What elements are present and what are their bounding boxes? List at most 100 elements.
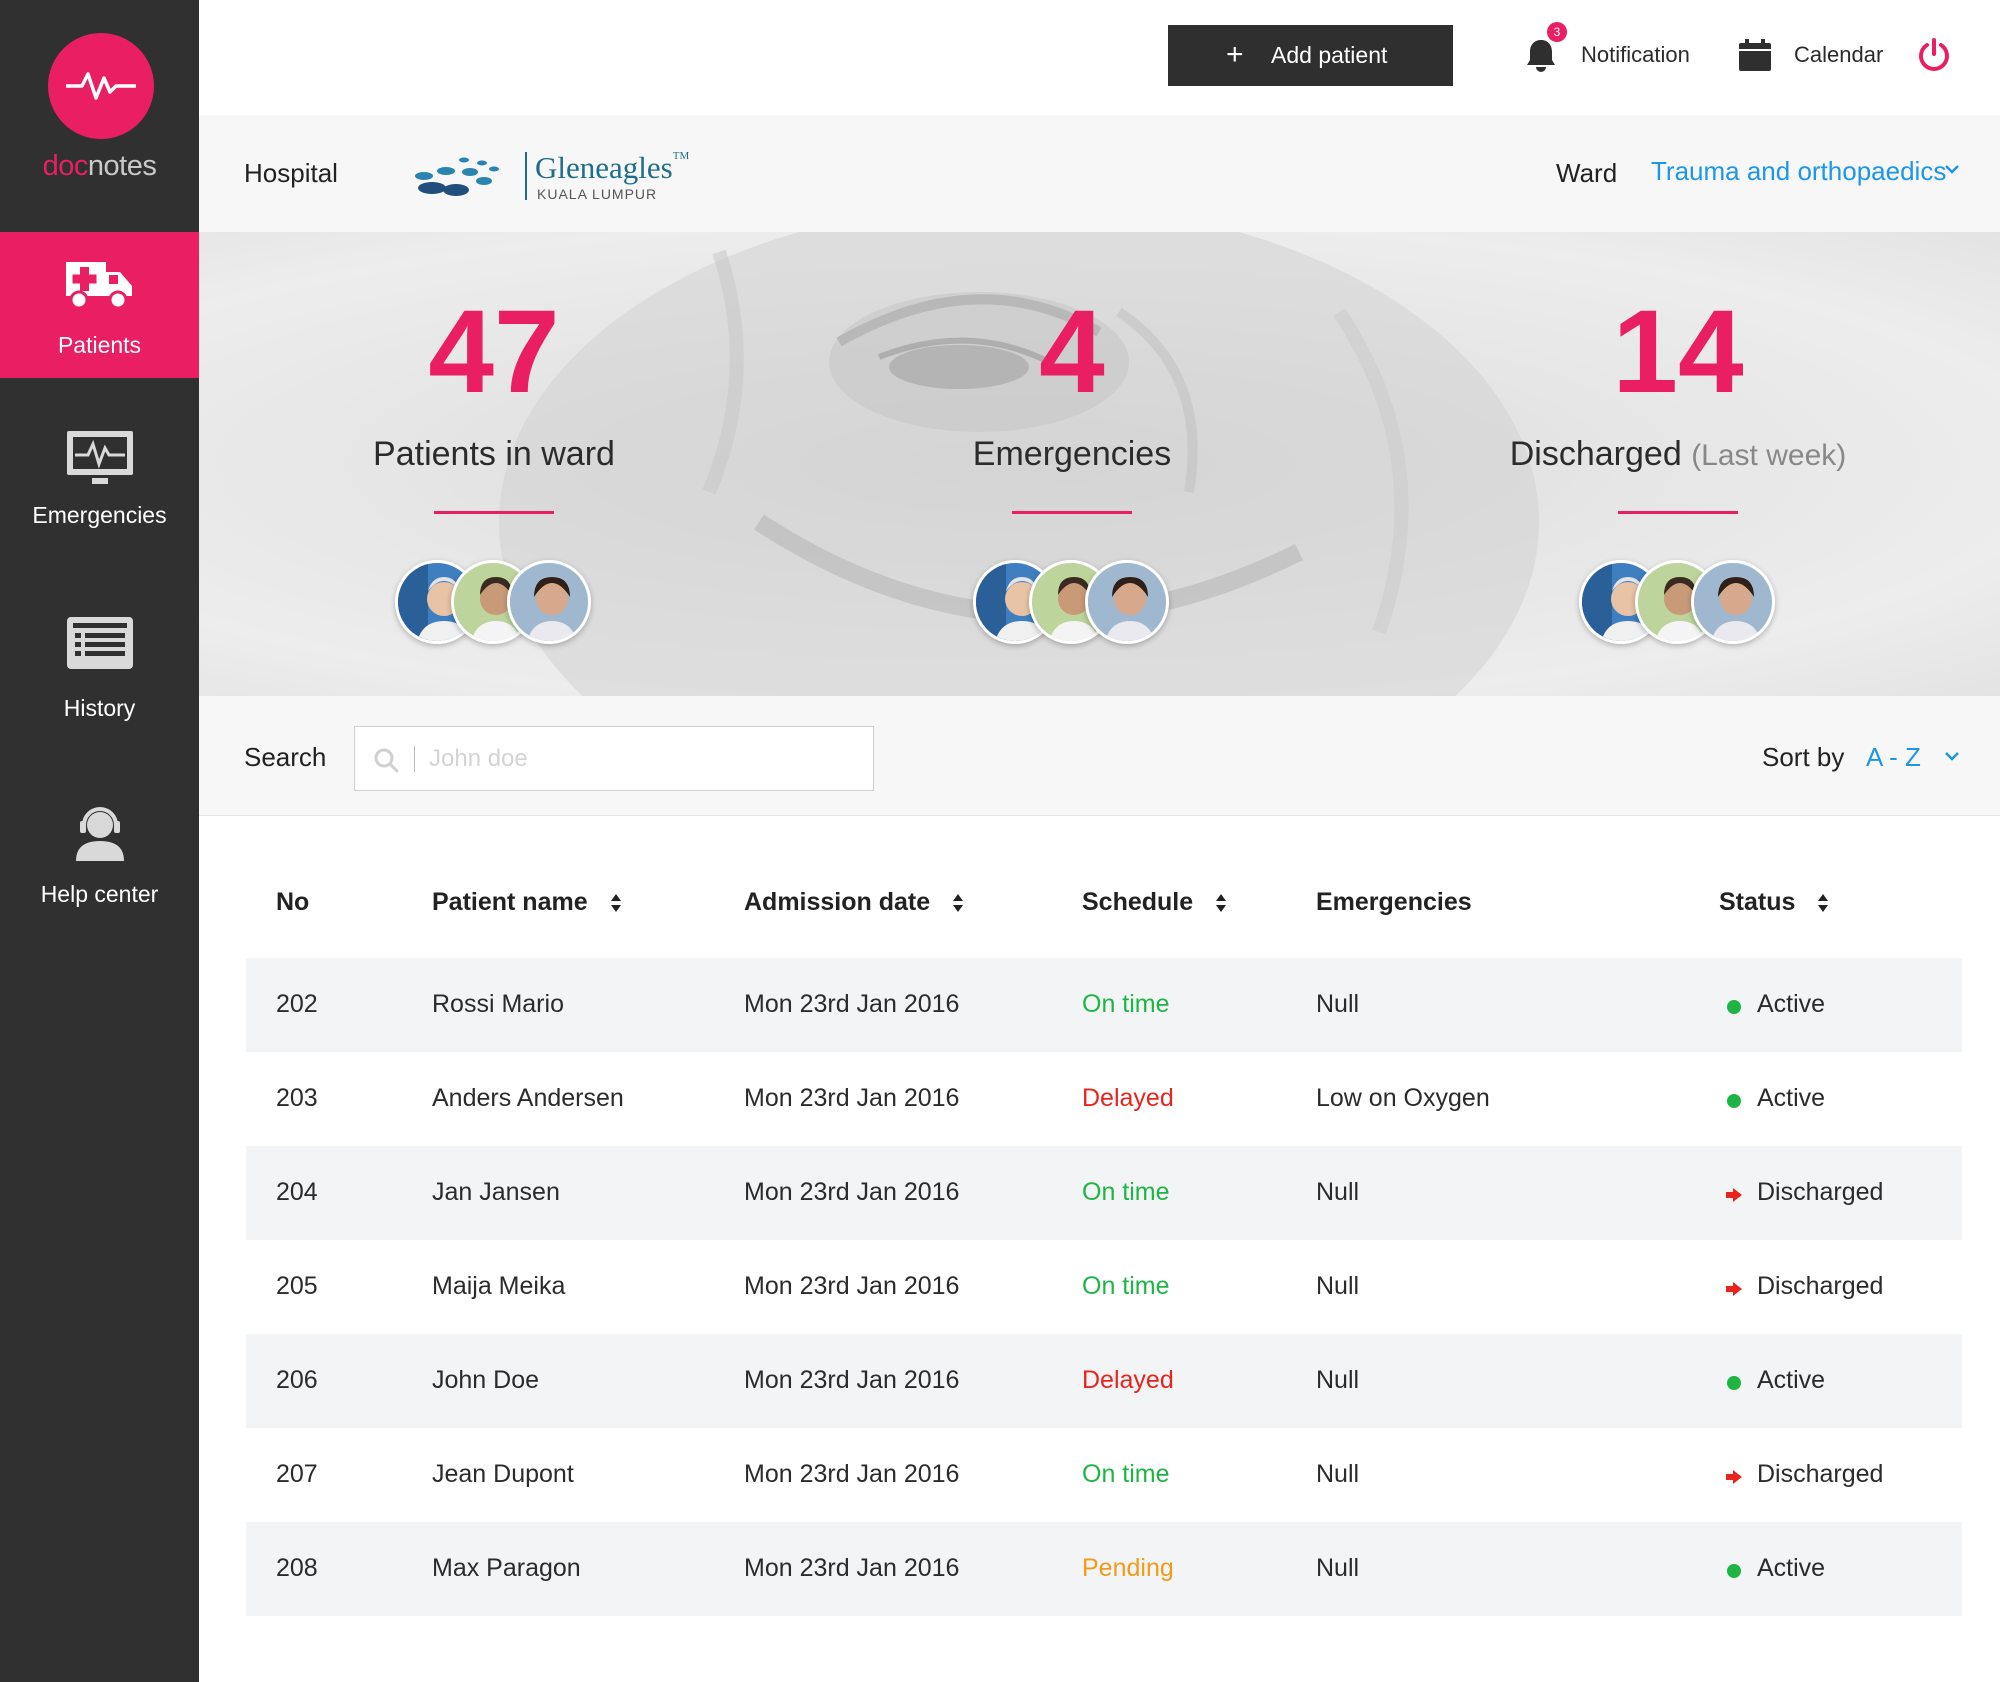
stat-divider (1618, 511, 1738, 514)
cell-status: Active (1757, 1084, 1826, 1112)
cell-emergency: Low on Oxygen (1316, 1084, 1490, 1112)
discharged-arrow-icon (1726, 1188, 1742, 1202)
stat-label: Emergencies (972, 435, 1172, 473)
cell-schedule: Delayed (1082, 1366, 1174, 1394)
notification-button[interactable]: Notification (1525, 30, 1690, 80)
cell-no: 206 (276, 1366, 318, 1394)
cell-patient-name[interactable]: Jan Jansen (432, 1178, 560, 1206)
avatar-group (973, 560, 1173, 644)
monitor-heartbeat-icon (67, 431, 133, 484)
sidebar-item-help-center[interactable]: Help center (0, 779, 199, 925)
search-label: Search (244, 742, 327, 772)
cell-patient-name[interactable]: John Doe (432, 1366, 540, 1394)
status-active-dot-icon (1727, 1376, 1741, 1390)
sidebar-item-patients[interactable]: Patients (0, 232, 199, 378)
search-input[interactable] (429, 739, 849, 779)
hospital-label: Hospital (244, 158, 338, 188)
sort-icon (1216, 893, 1227, 912)
discharged-arrow-icon (1726, 1470, 1742, 1484)
chevron-down-icon[interactable] (1943, 163, 1961, 175)
sidebar-item-label: Emergencies (32, 502, 167, 528)
cell-emergency: Null (1316, 1272, 1360, 1300)
table-row[interactable]: 204 Jan Jansen Mon 23rd Jan 2016 On time… (246, 1146, 1962, 1240)
column-header-patient-name[interactable]: Patient name (432, 888, 622, 917)
top-bar: + Add patient Notification 3 Calendar (199, 0, 2000, 115)
cell-schedule: On time (1082, 1178, 1170, 1206)
column-header-schedule[interactable]: Schedule (1082, 888, 1227, 917)
cell-no: 208 (276, 1554, 318, 1582)
cell-no: 207 (276, 1460, 318, 1488)
sidebar-item-label: Help center (40, 881, 159, 907)
cell-schedule: On time (1082, 1272, 1170, 1300)
search-icon (374, 748, 399, 773)
cell-patient-name[interactable]: Maija Meika (432, 1272, 566, 1300)
avatar-group (395, 560, 595, 644)
cell-no: 203 (276, 1084, 318, 1112)
stat-label: Patients in ward (373, 435, 615, 473)
sort-select[interactable]: A - Z (1866, 742, 1921, 772)
add-patient-button[interactable]: + Add patient (1168, 25, 1453, 86)
search-box (354, 726, 874, 791)
avatar[interactable] (1691, 560, 1775, 644)
cell-patient-name[interactable]: Jean Dupont (432, 1460, 574, 1488)
cell-status: Active (1757, 1366, 1826, 1394)
cell-status: Discharged (1757, 1178, 1884, 1206)
cell-no: 205 (276, 1272, 318, 1300)
calendar-icon (1739, 39, 1771, 71)
notification-count-badge: 3 (1547, 22, 1567, 42)
cell-emergency: Null (1316, 1178, 1360, 1206)
table-header: No Patient name Admission date Schedule … (246, 858, 1962, 958)
brand[interactable]: docnotes (0, 0, 199, 232)
cell-no: 202 (276, 990, 318, 1018)
table-row[interactable]: 207 Jean Dupont Mon 23rd Jan 2016 On tim… (246, 1428, 1962, 1522)
plus-icon: + (1226, 38, 1244, 71)
cell-status: Active (1757, 1554, 1826, 1582)
stat-label: Discharged (Last week) (1509, 435, 1847, 473)
table-row[interactable]: 202 Rossi Mario Mon 23rd Jan 2016 On tim… (246, 958, 1962, 1052)
stats-hero: 47 Patients in ward 4 Emergencies (199, 232, 2000, 696)
power-button[interactable] (1916, 30, 1952, 80)
avatar[interactable] (1085, 560, 1169, 644)
list-icon (67, 617, 133, 669)
stat-divider (434, 511, 554, 514)
bell-icon (1527, 40, 1555, 72)
calendar-button[interactable]: Calendar (1738, 30, 1883, 80)
power-icon (1919, 38, 1949, 71)
avatar[interactable] (507, 560, 591, 644)
column-header-status[interactable]: Status (1719, 888, 1829, 917)
status-active-dot-icon (1727, 1094, 1741, 1108)
column-header-admission-date[interactable]: Admission date (744, 888, 964, 917)
cell-admission-date: Mon 23rd Jan 2016 (744, 1366, 960, 1394)
cell-no: 204 (276, 1178, 318, 1206)
cell-emergency: Null (1316, 1366, 1360, 1394)
table-row[interactable]: 206 John Doe Mon 23rd Jan 2016 Delayed N… (246, 1334, 1962, 1428)
cell-status: Discharged (1757, 1460, 1884, 1488)
hospital-logo: GleneaglesTM KUALA LUMPUR (412, 148, 712, 204)
brand-name: docnotes (42, 150, 157, 182)
ambulance-icon (66, 262, 132, 310)
table-row[interactable]: 208 Max Paragon Mon 23rd Jan 2016 Pendin… (246, 1522, 1962, 1616)
cell-schedule: Delayed (1082, 1084, 1174, 1112)
cell-admission-date: Mon 23rd Jan 2016 (744, 990, 960, 1018)
cell-patient-name[interactable]: Rossi Mario (432, 990, 564, 1018)
sidebar-item-history[interactable]: History (0, 593, 199, 739)
avatar-group (1579, 560, 1779, 644)
chevron-down-icon[interactable] (1943, 750, 1961, 762)
cell-patient-name[interactable]: Anders Andersen (432, 1084, 624, 1112)
cell-emergency: Null (1316, 1554, 1360, 1582)
stat-divider (1012, 511, 1132, 514)
cell-schedule: On time (1082, 1460, 1170, 1488)
column-header-no: No (276, 888, 310, 916)
sidebar: docnotes Patients Emergencies (0, 0, 199, 1682)
table-row[interactable]: 205 Maija Meika Mon 23rd Jan 2016 On tim… (246, 1240, 1962, 1334)
status-active-dot-icon (1727, 1564, 1741, 1578)
sidebar-item-emergencies[interactable]: Emergencies (0, 406, 199, 552)
table-row[interactable]: 203 Anders Andersen Mon 23rd Jan 2016 De… (246, 1052, 1962, 1146)
cell-emergency: Null (1316, 990, 1360, 1018)
cell-admission-date: Mon 23rd Jan 2016 (744, 1084, 960, 1112)
ward-select[interactable]: Trauma and orthopaedics (1651, 156, 1947, 186)
search-bar: Search Sort by A - Z (199, 696, 2000, 816)
cell-patient-name[interactable]: Max Paragon (432, 1554, 581, 1582)
ward-label: Ward (1556, 158, 1618, 188)
cell-schedule: Pending (1082, 1554, 1174, 1582)
